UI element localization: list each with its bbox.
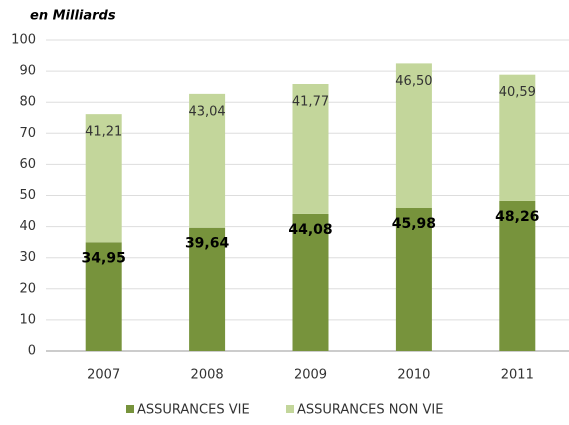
data-label: 44,08 (288, 222, 332, 238)
y-tick-label: 40 (19, 219, 36, 234)
y-tick-label: 50 (19, 188, 36, 203)
y-tick-label: 20 (19, 281, 36, 296)
data-label: 41,77 (292, 95, 329, 110)
bar-segment (292, 84, 329, 214)
bar-segment (395, 208, 432, 351)
bar-segment (189, 227, 226, 351)
x-tick-label: 2010 (397, 368, 430, 383)
x-tick-label: 2011 (501, 368, 534, 383)
bar-segment (189, 93, 226, 228)
y-tick-label: 10 (19, 312, 36, 327)
chart-title: en Milliards (30, 9, 116, 24)
bar-segment (499, 74, 536, 201)
data-label: 43,04 (188, 104, 225, 119)
data-label: 41,21 (85, 125, 122, 140)
data-label: 45,98 (392, 216, 436, 232)
bar-segment (85, 242, 122, 351)
legend-swatch (286, 405, 294, 413)
y-tick-label: 60 (19, 157, 36, 172)
y-tick-label: 70 (19, 126, 36, 141)
y-tick-label: 100 (11, 33, 36, 48)
legend-swatch (126, 405, 134, 413)
data-label: 46,50 (395, 74, 432, 89)
y-tick-label: 80 (19, 95, 36, 110)
bar-segment (499, 200, 536, 351)
legend-label: ASSURANCES NON VIE (297, 403, 443, 418)
data-label: 40,59 (499, 85, 536, 100)
data-label: 34,95 (82, 250, 126, 266)
legend-label: ASSURANCES VIE (137, 403, 250, 418)
x-tick-label: 2007 (87, 368, 120, 383)
x-tick-label: 2009 (294, 368, 327, 383)
y-tick-label: 0 (28, 344, 36, 359)
y-tick-label: 30 (19, 250, 36, 265)
bar-segment (85, 114, 122, 243)
x-tick-label: 2008 (191, 368, 224, 383)
data-label: 39,64 (185, 236, 230, 252)
bar-segment (395, 63, 432, 209)
data-label: 48,26 (495, 209, 539, 225)
bar-segment (292, 213, 329, 351)
y-tick-label: 90 (19, 64, 36, 79)
